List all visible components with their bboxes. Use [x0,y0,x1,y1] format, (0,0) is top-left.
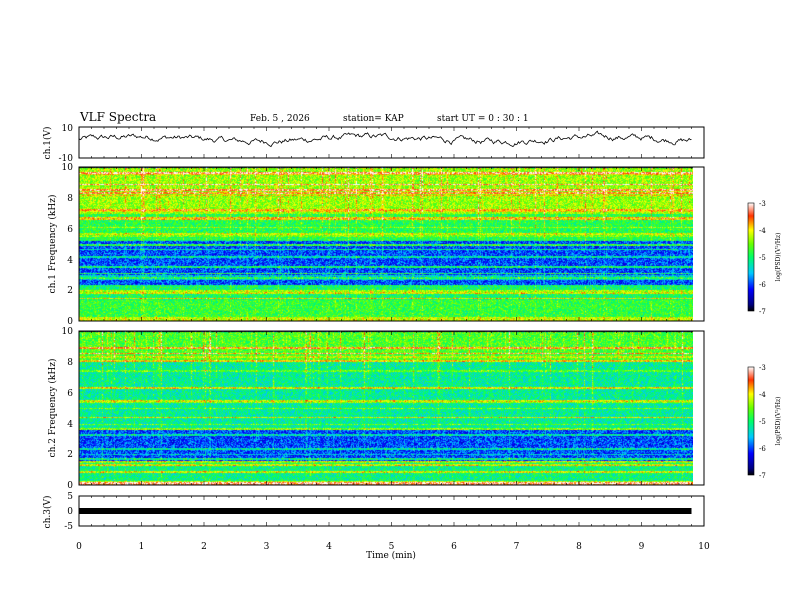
ch1-ytick-10: 10 [62,163,74,173]
xtick-3: 3 [264,542,270,552]
ch1-waveform-panel: 10 -10 ch.1(V) [42,124,705,164]
start-ut-label: start UT = 0 : 30 : 1 [437,114,529,124]
xtick-9: 9 [639,542,645,552]
xtick-8: 8 [576,542,582,552]
ch1-ytick-bottom: -10 [59,154,74,164]
xtick-6: 6 [451,542,457,552]
ch3-waveform-trace [79,508,692,514]
cb1-tick-m4: -4 [759,227,766,235]
ch1-spectrogram-panel: 0 2 4 6 8 10 ch.1 Frequency (kHz) [47,163,705,327]
ch2-ytick-6: 6 [67,389,73,399]
x-axis-label: Time (min) [366,550,416,561]
xtick-1: 1 [139,542,145,552]
ch3-ytick-5: 5 [67,492,73,502]
ch1-spectrogram-ylabel: ch.1 Frequency (kHz) [47,195,58,294]
cb1-tick-m7: -7 [759,308,766,316]
xtick-7: 7 [514,542,520,552]
ch1-ytick-8: 8 [67,194,73,204]
ch3-ytick-0: 0 [67,507,73,517]
ch1-ytick-2: 2 [67,286,73,296]
ch3-waveform-panel: 5 0 -5 ch.3(V) [42,492,705,532]
xtick-0: 0 [76,542,82,552]
ch1-colorbar: -3 -4 -5 -6 -7 log(PSD)(V²/Hz) [747,200,782,316]
cb2-tick-m5: -5 [759,418,766,426]
ch1-ytick-top: 10 [62,124,74,134]
ch2-ytick-4: 4 [67,420,73,430]
figure-title: VLF Spectra [79,110,156,124]
ch2-spectrogram-image [79,331,693,485]
ch2-ytick-2: 2 [67,450,73,460]
ch1-spectrogram-image [79,167,693,321]
ch2-ytick-10: 10 [62,327,74,337]
ch2-ytick-8: 8 [67,358,73,368]
xtick-2: 2 [201,542,207,552]
cb2-tick-m4: -4 [759,391,766,399]
cb2-tick-m7: -7 [759,472,766,480]
station-label: station= KAP [343,114,404,124]
ch3-ytick-m5: -5 [64,522,73,532]
xtick-10: 10 [698,542,710,552]
ch2-ytick-0: 0 [67,481,73,491]
ch2-spectrogram-ylabel: ch.2 Frequency (kHz) [47,359,58,458]
ch1-ytick-0: 0 [67,317,73,327]
x-axis: 0 1 2 3 4 5 6 7 8 9 10 Time (min) [76,542,710,561]
date-label: Feb. 5 , 2026 [250,114,310,124]
ch1-ytick-6: 6 [67,225,73,235]
ch1-waveform-ylabel: ch.1(V) [42,127,53,160]
cb1-label: log(PSD)(V²/Hz) [775,233,782,282]
cb1-tick-m5: -5 [759,254,766,262]
cb2-label: log(PSD)(V²/Hz) [775,397,782,446]
cb2-tick-m3: -3 [759,364,766,372]
ch3-waveform-ylabel: ch.3(V) [42,496,53,529]
cb2-tick-m6: -6 [759,445,766,453]
ch1-ytick-4: 4 [67,256,73,266]
xtick-4: 4 [326,542,332,552]
cb1-tick-m3: -3 [759,200,766,208]
ch1-waveform-trace [79,130,692,148]
xtick-5: 5 [389,542,395,552]
ch2-colorbar: -3 -4 -5 -6 -7 log(PSD)(V²/Hz) [747,364,782,480]
ch2-spectrogram-panel: 0 2 4 6 8 10 ch.2 Frequency (kHz) [47,327,705,491]
cb1-tick-m6: -6 [759,281,766,289]
